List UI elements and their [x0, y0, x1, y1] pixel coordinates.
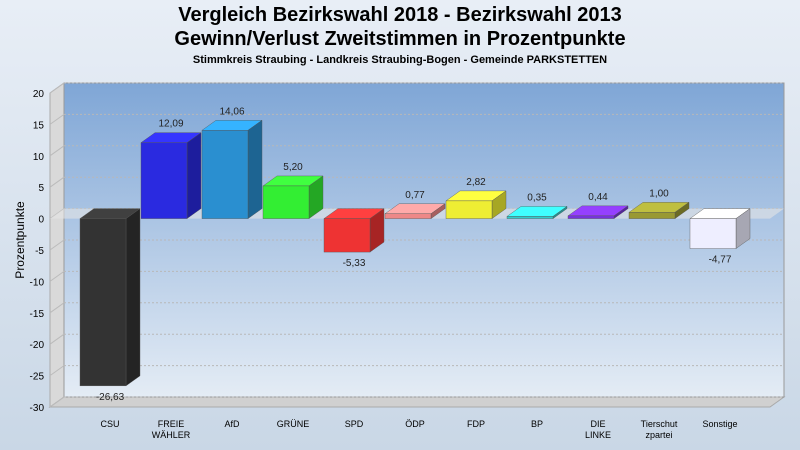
bar-front — [628, 212, 676, 219]
y-tick-label: -5 — [35, 246, 44, 257]
y-tick-label: -25 — [30, 372, 45, 383]
y-axis-label: Prozentpunkte — [13, 201, 27, 279]
y-tick-label: -20 — [30, 340, 45, 351]
bar — [323, 208, 385, 253]
data-label: -4,77 — [709, 255, 732, 266]
bar — [689, 208, 751, 249]
bar-front — [79, 218, 127, 387]
data-label: -26,63 — [96, 392, 125, 403]
y-tick-label: 5 — [38, 183, 44, 194]
gridline-wall — [49, 333, 65, 345]
category-label: ÖDP — [405, 419, 425, 429]
data-label: 12,09 — [158, 119, 183, 130]
y-tick-label: -10 — [30, 277, 45, 288]
gridline-wall — [49, 82, 65, 94]
category-label: BP — [531, 419, 543, 429]
category-label: GRÜNE — [277, 419, 310, 429]
data-label: 0,44 — [588, 192, 608, 203]
category-label: FREIE — [158, 419, 185, 429]
bar — [445, 190, 507, 219]
category-label: CSU — [100, 419, 119, 429]
chart-subtitle: Gewinn/Verlust Zweitstimmen in Prozentpu… — [174, 28, 626, 50]
gridline-wall — [49, 396, 65, 408]
y-tick-label: -30 — [30, 403, 45, 414]
data-label: 0,77 — [405, 190, 425, 201]
bar — [506, 206, 568, 219]
category-label: zpartei — [645, 430, 672, 440]
category-label: Tierschut — [641, 419, 678, 429]
bar-front — [445, 200, 493, 219]
y-tick-label: 15 — [33, 120, 45, 131]
data-label: 2,82 — [466, 177, 486, 188]
bar-side — [186, 132, 202, 219]
gridline-wall — [49, 176, 65, 188]
bar — [140, 132, 202, 219]
bar — [384, 203, 446, 219]
bar-front — [506, 216, 554, 219]
category-label: AfD — [224, 419, 240, 429]
bar-side — [125, 208, 141, 387]
gridline-wall — [49, 302, 65, 314]
bar — [567, 205, 629, 219]
gridline-wall — [49, 145, 65, 157]
bar — [628, 201, 690, 219]
data-label: -5,33 — [343, 258, 366, 269]
chart-location-subtitle: Stimmkreis Straubing - Landkreis Straubi… — [192, 54, 608, 66]
category-label: Sonstige — [702, 419, 737, 429]
bar — [201, 119, 263, 219]
bar-front — [140, 142, 188, 219]
data-label: 14,06 — [219, 106, 244, 117]
gridline-wall — [49, 365, 65, 377]
chart-title: Vergleich Bezirkswahl 2018 - Bezirkswahl… — [178, 4, 622, 26]
bar-front — [689, 218, 737, 249]
data-label: 5,20 — [283, 162, 303, 173]
floor — [48, 396, 786, 408]
bar-front — [323, 218, 371, 253]
bar — [262, 175, 324, 219]
y-tick-label: 0 — [38, 215, 44, 226]
category-label: FDP — [467, 419, 485, 429]
bar-front — [567, 215, 615, 219]
bar-front — [201, 130, 249, 219]
gridline-wall — [49, 270, 65, 282]
y-tick-label: 10 — [33, 152, 45, 163]
data-label: 0,35 — [527, 192, 547, 203]
y-tick-label: 20 — [33, 89, 45, 100]
bar-front — [384, 213, 432, 219]
category-label: SPD — [345, 419, 364, 429]
y-tick-label: -15 — [30, 309, 45, 320]
category-label: LINKE — [585, 430, 611, 440]
data-label: 1,00 — [649, 188, 669, 199]
bar — [79, 208, 141, 387]
bar-front — [262, 185, 310, 219]
gridline-wall — [49, 113, 65, 125]
category-label: WÄHLER — [152, 430, 191, 440]
gridline-wall — [49, 239, 65, 251]
category-label: DIE — [590, 419, 605, 429]
bar-side — [247, 119, 263, 219]
